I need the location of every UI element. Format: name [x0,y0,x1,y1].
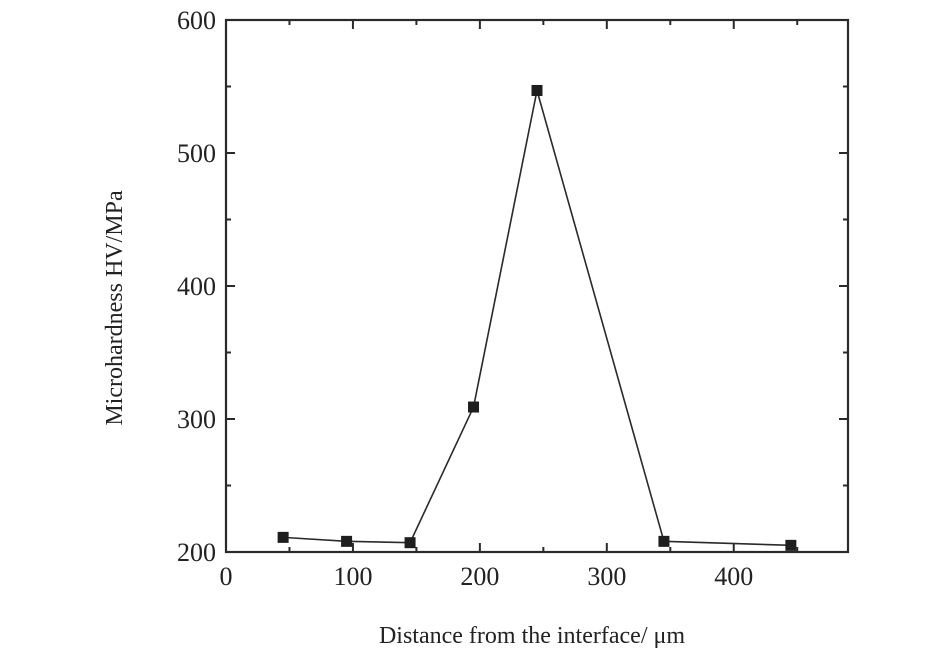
y-tick-label: 200 [177,538,216,567]
x-tick-label: 300 [587,562,626,591]
y-axis-label: Microhardness HV/MPa [102,190,128,426]
major-ticks [225,19,848,553]
series [277,84,797,551]
data-point [531,84,543,96]
y-tick-label: 400 [177,272,216,301]
data-point [277,531,289,543]
data-point [404,537,416,549]
data-point [785,539,797,551]
data-point [658,535,670,547]
data-point [341,535,353,547]
x-tick-label: 400 [714,562,753,591]
plot-frame [224,18,850,554]
data-point [468,401,480,413]
x-axis-label: Distance from the interface/ μm [379,623,685,649]
y-tick-label: 500 [177,139,216,168]
minor-ticks [226,20,848,552]
series-line [283,90,791,547]
y-tick-label: 300 [177,405,216,434]
y-tick-label: 600 [177,6,216,35]
x-tick-label: 0 [220,562,233,591]
x-tick-label: 200 [460,562,499,591]
tick-labels: 0 100 200 300 400 200 300 400 500 600 [177,6,753,591]
x-tick-label: 100 [333,562,372,591]
